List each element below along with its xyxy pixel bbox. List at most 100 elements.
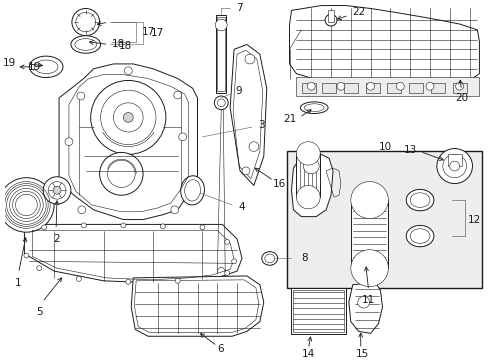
Circle shape bbox=[101, 90, 156, 145]
Bar bbox=[408, 84, 422, 93]
Ellipse shape bbox=[264, 254, 274, 263]
Circle shape bbox=[244, 54, 254, 64]
Ellipse shape bbox=[304, 104, 324, 112]
Circle shape bbox=[107, 160, 135, 188]
Circle shape bbox=[16, 194, 37, 216]
Text: 21: 21 bbox=[282, 114, 296, 124]
Text: 1: 1 bbox=[15, 278, 22, 288]
Circle shape bbox=[100, 152, 143, 195]
Bar bbox=[327, 10, 333, 22]
Text: 7: 7 bbox=[235, 4, 242, 13]
Circle shape bbox=[224, 271, 229, 275]
Text: 12: 12 bbox=[467, 215, 480, 225]
Circle shape bbox=[336, 82, 344, 90]
Text: 20: 20 bbox=[454, 93, 467, 103]
Text: 16: 16 bbox=[272, 179, 285, 189]
Circle shape bbox=[214, 96, 228, 110]
Circle shape bbox=[178, 133, 186, 141]
Circle shape bbox=[170, 206, 178, 214]
Bar bbox=[296, 77, 478, 96]
Circle shape bbox=[242, 167, 249, 175]
Ellipse shape bbox=[300, 102, 327, 113]
Text: 2: 2 bbox=[53, 234, 59, 244]
Circle shape bbox=[78, 206, 85, 214]
Circle shape bbox=[43, 177, 71, 204]
Bar bbox=[217, 17, 225, 91]
Text: 13: 13 bbox=[403, 144, 416, 154]
Ellipse shape bbox=[75, 39, 97, 50]
Circle shape bbox=[121, 223, 125, 228]
Bar bbox=[322, 84, 335, 93]
Circle shape bbox=[200, 225, 204, 230]
Bar bbox=[286, 152, 481, 288]
Text: 17: 17 bbox=[141, 27, 154, 37]
Bar bbox=[291, 288, 345, 334]
Bar bbox=[452, 84, 466, 93]
Circle shape bbox=[72, 9, 100, 36]
Circle shape bbox=[306, 82, 315, 90]
Ellipse shape bbox=[261, 252, 277, 265]
Text: 5: 5 bbox=[36, 307, 42, 317]
Circle shape bbox=[175, 278, 180, 283]
Circle shape bbox=[455, 82, 463, 90]
Circle shape bbox=[124, 67, 132, 75]
Ellipse shape bbox=[184, 180, 200, 201]
Circle shape bbox=[0, 178, 54, 232]
Circle shape bbox=[173, 91, 182, 99]
Circle shape bbox=[395, 82, 404, 90]
Bar bbox=[293, 289, 343, 332]
Bar bbox=[302, 84, 316, 93]
Text: 11: 11 bbox=[361, 295, 374, 305]
Circle shape bbox=[160, 224, 165, 229]
Ellipse shape bbox=[409, 229, 429, 243]
Circle shape bbox=[350, 250, 387, 287]
Ellipse shape bbox=[409, 193, 429, 207]
Polygon shape bbox=[59, 64, 197, 220]
Circle shape bbox=[10, 188, 43, 221]
Circle shape bbox=[357, 296, 369, 308]
Circle shape bbox=[113, 103, 143, 132]
Text: 3: 3 bbox=[258, 120, 264, 130]
Ellipse shape bbox=[406, 189, 433, 211]
Circle shape bbox=[425, 82, 433, 90]
Circle shape bbox=[296, 142, 320, 165]
Circle shape bbox=[248, 142, 258, 152]
Bar bbox=[430, 84, 444, 93]
Circle shape bbox=[37, 266, 41, 271]
Text: 14: 14 bbox=[301, 349, 314, 359]
Bar bbox=[447, 154, 461, 166]
Polygon shape bbox=[131, 276, 263, 336]
Circle shape bbox=[231, 259, 236, 264]
Bar bbox=[386, 84, 401, 93]
Circle shape bbox=[436, 149, 471, 184]
Ellipse shape bbox=[180, 176, 204, 205]
Circle shape bbox=[442, 154, 466, 178]
Circle shape bbox=[303, 158, 319, 174]
Circle shape bbox=[48, 181, 66, 199]
Circle shape bbox=[90, 80, 165, 154]
Text: 10: 10 bbox=[378, 141, 391, 152]
Bar bbox=[365, 84, 379, 93]
Circle shape bbox=[65, 138, 73, 145]
Circle shape bbox=[76, 12, 96, 32]
Text: 4: 4 bbox=[238, 202, 245, 212]
Text: 9: 9 bbox=[235, 86, 242, 96]
Circle shape bbox=[4, 184, 48, 226]
Ellipse shape bbox=[34, 60, 58, 74]
Circle shape bbox=[41, 225, 46, 230]
Circle shape bbox=[366, 82, 374, 90]
Circle shape bbox=[217, 99, 225, 107]
Text: 19: 19 bbox=[28, 62, 41, 72]
Text: 18: 18 bbox=[112, 40, 125, 49]
Circle shape bbox=[449, 161, 459, 171]
Bar bbox=[350, 200, 387, 268]
Text: 6: 6 bbox=[217, 344, 223, 354]
Circle shape bbox=[123, 113, 133, 122]
Circle shape bbox=[24, 253, 29, 258]
Ellipse shape bbox=[29, 56, 63, 77]
Text: 19: 19 bbox=[3, 58, 17, 68]
Text: 17: 17 bbox=[151, 28, 164, 38]
Polygon shape bbox=[24, 224, 242, 283]
Circle shape bbox=[125, 279, 130, 284]
Circle shape bbox=[350, 181, 387, 219]
